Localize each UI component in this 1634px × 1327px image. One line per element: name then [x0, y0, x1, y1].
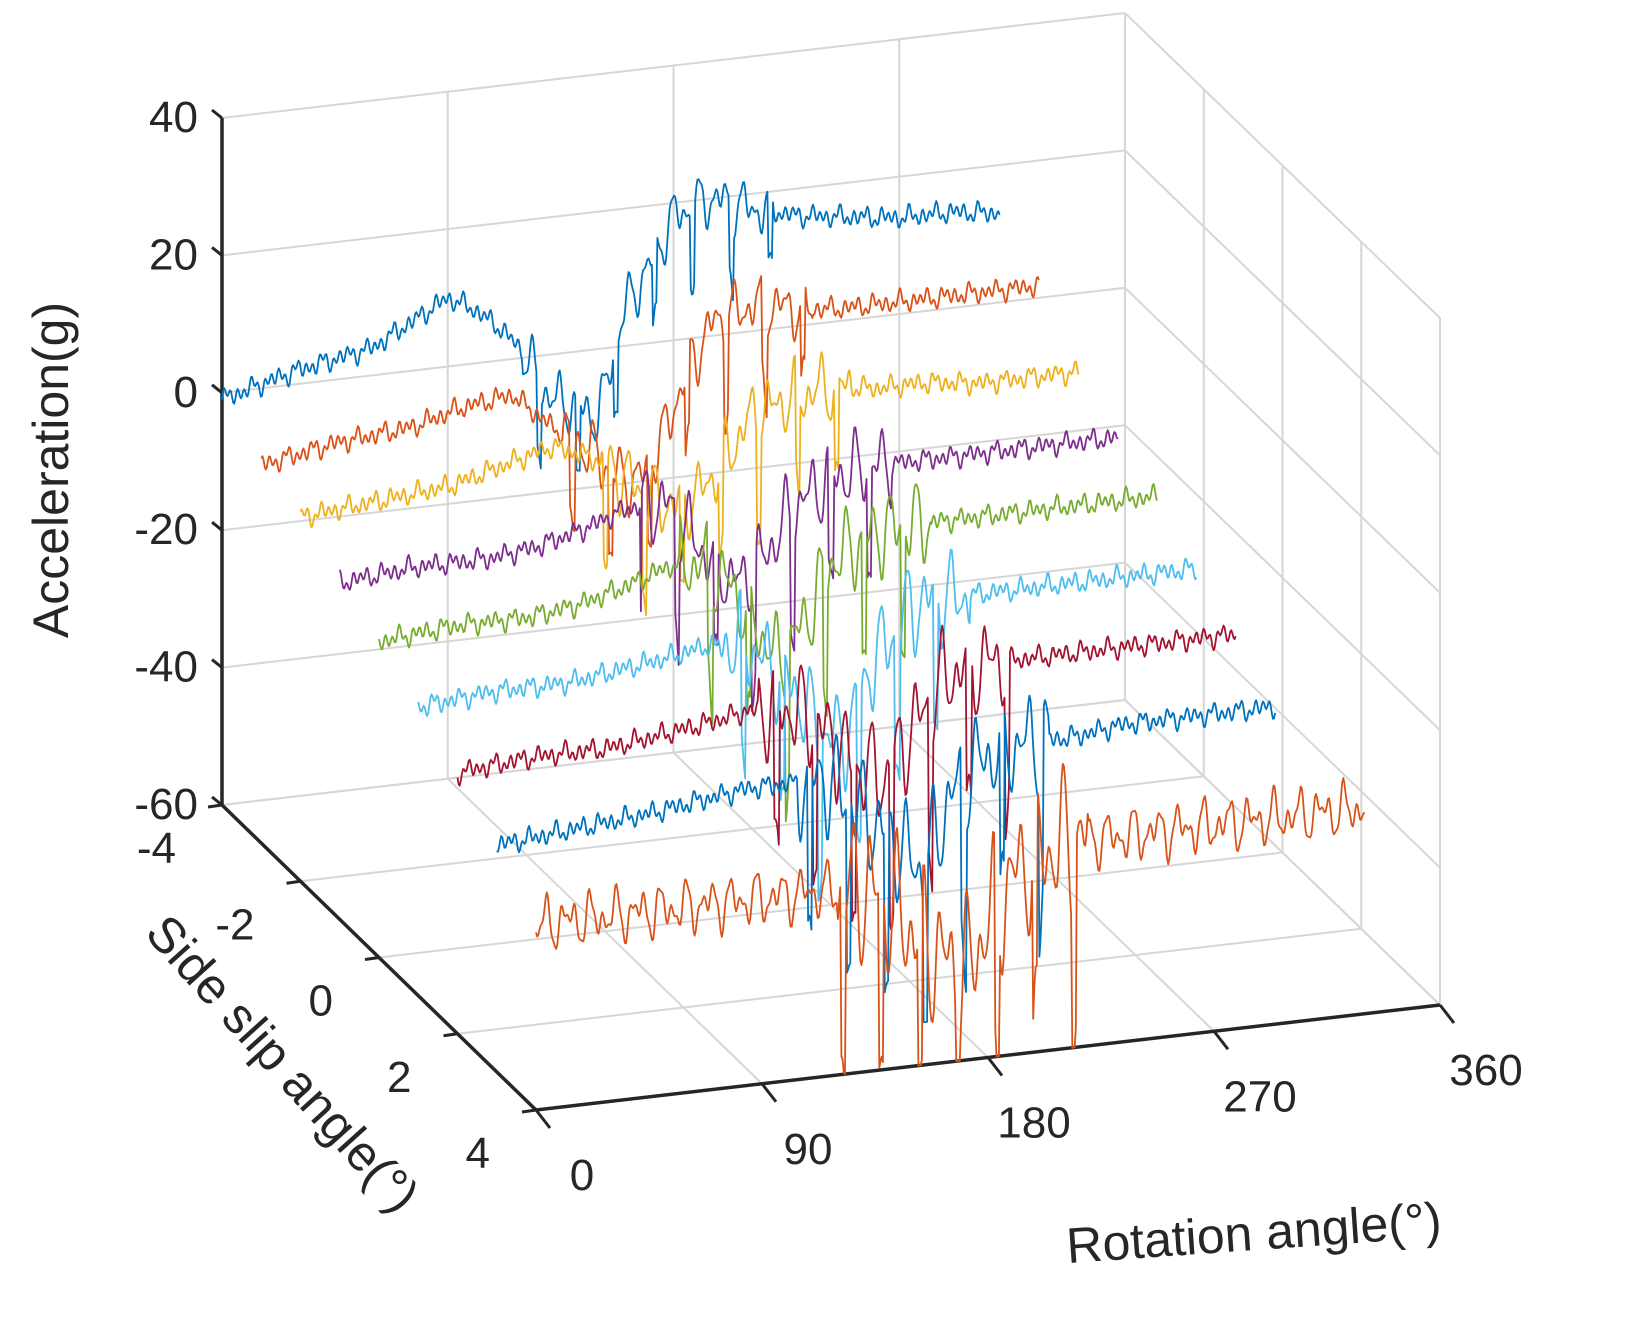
series-line--4	[221, 178, 1001, 472]
back-wall-grid-z	[221, 149, 1126, 257]
x-tick-label: 270	[1223, 1072, 1296, 1121]
z-tick-mark	[211, 658, 223, 669]
back-wall-grid-z	[221, 424, 1126, 532]
y-tick-label: 2	[387, 1053, 411, 1102]
series-line--1	[338, 426, 1119, 713]
back-wall-grid-z	[221, 286, 1126, 394]
grid-layer	[221, 12, 1441, 1111]
x-tick-mark	[1438, 1004, 1456, 1024]
z-tick-label: 20	[149, 230, 198, 279]
y-tick-label: 0	[309, 977, 333, 1026]
series-line--3	[260, 275, 1040, 557]
y-tick-mark	[286, 879, 301, 885]
y-tick-mark	[207, 803, 223, 809]
x-tick-label: 360	[1449, 1046, 1522, 1095]
side-wall-grid-z	[1124, 12, 1441, 319]
y-axis-label: Side slip angle(°)	[135, 904, 430, 1223]
side-wall-grid-z	[1124, 149, 1441, 457]
series-line-3	[496, 694, 1276, 1024]
series-layer	[221, 178, 1366, 1075]
z-tick-mark	[211, 795, 223, 807]
series-line-2	[456, 624, 1237, 931]
z-tick-mark	[211, 521, 223, 532]
z-tick-mark	[211, 108, 223, 120]
series-line-1	[417, 548, 1198, 902]
side-wall-grid-z	[1124, 561, 1441, 869]
back-wall-grid-z	[221, 561, 1126, 669]
z-tick-label: -20	[134, 505, 198, 554]
y-tick-label: 4	[466, 1129, 490, 1178]
floor-grid-y	[457, 927, 1362, 1035]
y-tick-mark	[364, 956, 380, 961]
series-line-4	[535, 762, 1366, 1075]
x-axis-label: Rotation angle(°)	[1064, 1192, 1443, 1274]
x-tick-label: 0	[570, 1151, 594, 1200]
back-wall-grid-z	[221, 699, 1126, 806]
z-tick-label: 0	[174, 368, 198, 417]
z-axis-label: Acceleration(g)	[23, 302, 79, 638]
side-wall-grid-z	[1124, 699, 1441, 1006]
z-tick-mark	[211, 246, 223, 257]
x-tick-mark	[1212, 1030, 1230, 1051]
z-tick-label: -60	[134, 780, 198, 829]
y-tick-mark	[443, 1032, 458, 1038]
series-line-0	[378, 483, 1158, 823]
floor-grid-y	[378, 851, 1283, 959]
y-tick-label: -2	[215, 900, 254, 949]
z-tick-label: 40	[149, 93, 198, 142]
series-line--2	[299, 351, 1080, 616]
y-tick-mark	[521, 1108, 537, 1114]
floor-grid-y	[300, 775, 1204, 883]
x-tick-mark	[760, 1082, 778, 1103]
z-tick-label: -40	[134, 643, 198, 692]
back-wall-grid-z	[221, 12, 1126, 119]
x-tick-mark	[534, 1109, 552, 1129]
z-tick-mark	[211, 383, 223, 394]
x-tick-label: 180	[997, 1099, 1070, 1148]
axis-layer	[207, 108, 1456, 1129]
side-wall-grid-z	[1124, 287, 1441, 594]
x-tick-label: 90	[784, 1125, 833, 1174]
y-tick-label: -4	[137, 824, 176, 873]
side-wall-grid-z	[1124, 424, 1441, 731]
x-tick-mark	[986, 1056, 1004, 1077]
